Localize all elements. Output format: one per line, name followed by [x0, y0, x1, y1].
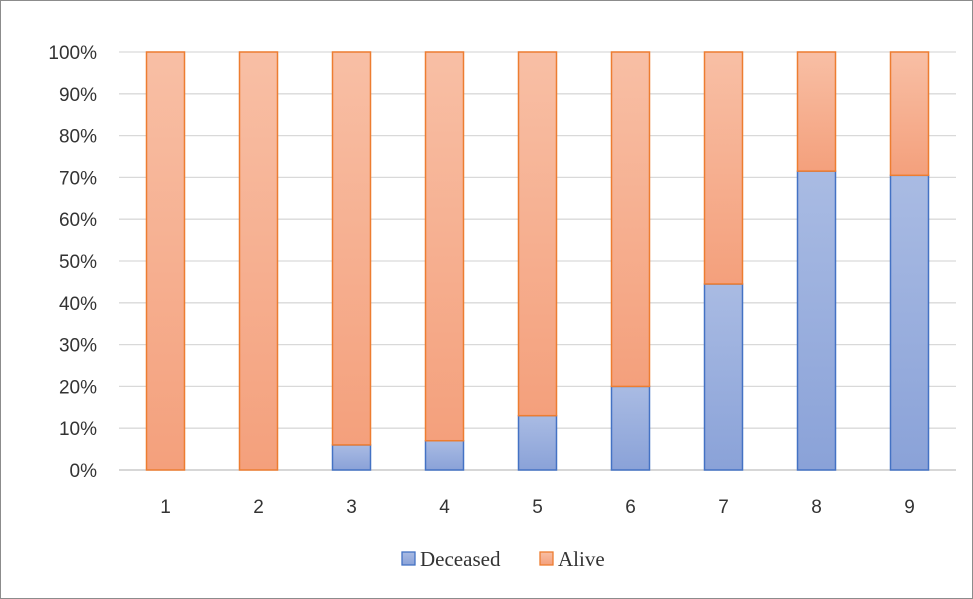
- y-tick-label: 100%: [48, 43, 97, 64]
- bar-alive: [145, 51, 186, 471]
- y-tick-label: 60%: [59, 210, 97, 231]
- y-tick-label: 40%: [59, 294, 97, 315]
- y-tick-label: 50%: [59, 252, 97, 273]
- bar-alive: [238, 51, 279, 471]
- y-tick-label: 80%: [59, 127, 97, 148]
- legend-label: Deceased: [420, 547, 501, 571]
- bar-alive: [703, 51, 744, 285]
- x-tick-label: 6: [625, 497, 636, 518]
- x-tick-label: 8: [811, 497, 822, 518]
- bar-alive: [796, 51, 837, 172]
- bar-deceased: [796, 170, 837, 471]
- y-tick-label: 0%: [70, 461, 98, 482]
- y-tick-label: 90%: [59, 85, 97, 106]
- bars: [145, 51, 930, 471]
- legend-swatch: [401, 551, 416, 566]
- bar-deceased: [889, 174, 930, 471]
- bar-alive: [331, 51, 372, 446]
- x-tick-label: 4: [439, 497, 450, 518]
- x-tick-label: 9: [904, 497, 915, 518]
- x-tick-label: 3: [346, 497, 357, 518]
- x-tick-label: 1: [160, 497, 171, 518]
- bar-deceased: [331, 444, 372, 471]
- x-axis-ticks: 1 2 3 4 5 6 7 8 9: [160, 497, 915, 518]
- legend: Deceased Alive: [401, 547, 605, 571]
- y-tick-label: 20%: [59, 377, 97, 398]
- bar-deceased: [703, 283, 744, 471]
- x-tick-label: 2: [253, 497, 264, 518]
- legend-swatch: [539, 551, 554, 566]
- x-tick-label: 5: [532, 497, 543, 518]
- bar-alive: [424, 51, 465, 442]
- legend-label: Alive: [558, 547, 605, 571]
- bar-alive: [889, 51, 930, 177]
- bar-alive: [517, 51, 558, 417]
- y-axis-ticks: 0% 10% 20% 30% 40% 50% 60% 70% 80% 90% 100%: [48, 43, 97, 482]
- bar-deceased: [517, 414, 558, 471]
- x-tick-label: 7: [718, 497, 729, 518]
- bar-deceased: [424, 439, 465, 471]
- bar-alive: [610, 51, 651, 388]
- y-tick-label: 70%: [59, 168, 97, 189]
- bar-deceased: [610, 385, 651, 471]
- y-tick-label: 10%: [59, 419, 97, 440]
- y-tick-label: 30%: [59, 336, 97, 357]
